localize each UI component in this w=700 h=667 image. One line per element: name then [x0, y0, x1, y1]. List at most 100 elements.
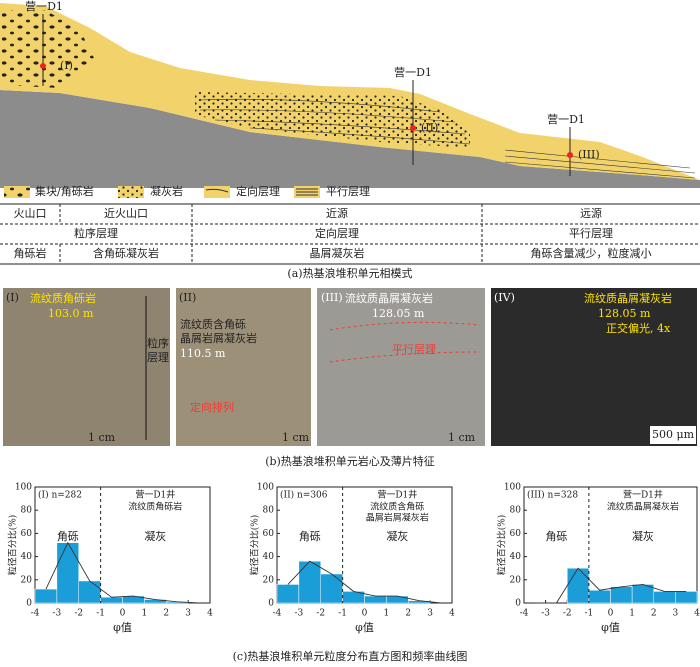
x-tick-label: -1: [584, 609, 593, 619]
frequency-curve: [287, 560, 442, 604]
y-tick-label: 20: [510, 575, 522, 585]
lithology: 流纹质晶屑凝灰岩: [607, 501, 679, 513]
x-tick-label: 4: [207, 609, 213, 619]
legend-label: 定向层理: [236, 184, 280, 198]
x-tick-label: 1: [629, 609, 635, 619]
x-tick-label: -2: [74, 609, 83, 619]
x-tick-label: -2: [316, 609, 325, 619]
y-tick-label: 0: [268, 599, 274, 609]
y-tick-label: 60: [263, 529, 275, 539]
lithology: 流纹质角砾岩: [128, 501, 182, 513]
cell: 定向层理: [315, 226, 359, 240]
bar: [298, 560, 321, 604]
legend-label: 集块/角砾岩: [35, 184, 94, 198]
bar: [276, 584, 300, 604]
x-tick-label: 4: [449, 609, 455, 619]
y-axis-label: 粒径百分比(%): [7, 515, 19, 576]
photo-text: 流纹质晶屑凝灰岩: [345, 291, 433, 305]
x-tick-label: -4: [273, 609, 282, 619]
frequency-curve: [45, 541, 200, 604]
x-tick-label: 0: [362, 609, 368, 619]
well-name: 营一D1: [547, 112, 585, 126]
photo-note: 定向排列: [190, 400, 234, 414]
y-tick-label: 0: [515, 599, 521, 609]
y-tick-label: 100: [257, 483, 274, 493]
bar: [364, 595, 387, 604]
photo-text: 110.5 m: [180, 347, 226, 360]
sample-label: (I) n=282: [38, 490, 82, 501]
photo-id: (II): [179, 291, 196, 304]
terrain: [0, 3, 700, 188]
cell: 近火山口: [104, 207, 148, 220]
photo-note: 平行层理: [392, 343, 436, 356]
photo-text: 103.0 m: [48, 307, 94, 320]
cell: 平行层理: [569, 227, 613, 240]
bar: [653, 591, 676, 604]
x-tick-label: -2: [563, 609, 572, 619]
x-tick-label: -4: [31, 609, 40, 619]
x-tick-label: -3: [294, 609, 303, 619]
x-axis-label: φ值: [355, 621, 374, 634]
sample-label: (III) n=328: [527, 490, 578, 501]
cell: 近源: [326, 206, 348, 220]
bar: [56, 542, 79, 604]
cell: 晶屑凝灰岩: [310, 246, 365, 260]
lithology: 流纹质含角砾: [370, 501, 424, 513]
x-tick-label: 2: [651, 609, 657, 619]
scale: 500 μm: [652, 428, 695, 441]
well-label: 营一D1井: [377, 489, 417, 501]
legend: 集块/角砾岩 凝灰岩 定向层理 平行层理: [4, 184, 370, 198]
wells: 营一D1 (I) 营一D1 (II) 营一D1 (III): [25, 0, 600, 176]
scale: 1 cm: [448, 431, 476, 444]
well-name: 营一D1: [394, 65, 432, 79]
cell: 角砾含量减少，粒度减小: [531, 246, 652, 260]
y-tick-label: 20: [263, 575, 275, 585]
bar: [100, 596, 123, 604]
bar: [567, 567, 590, 604]
x-tick-label: -4: [520, 609, 529, 619]
annotation: 角砾: [545, 530, 567, 543]
legend-label: 平行层理: [326, 185, 370, 198]
well-label: 营一D1井: [135, 489, 175, 501]
x-axis-label: φ值: [113, 621, 132, 634]
y-tick-label: 0: [26, 599, 32, 609]
lithology: 晶屑岩屑凝灰岩: [366, 512, 429, 524]
x-tick-label: 3: [185, 609, 191, 619]
x-tick-label: 0: [120, 609, 126, 619]
y-tick-label: 20: [21, 575, 33, 585]
y-axis-label: 粒径百分比(%): [496, 515, 508, 576]
well-name: 营一D1: [25, 0, 63, 13]
bar: [320, 573, 343, 604]
y-tick-label: 100: [15, 483, 32, 493]
y-axis-label: 粒径百分比(%): [249, 515, 261, 576]
caption: (a)热基浪堆积单元相模式: [287, 266, 412, 280]
x-axis-label: φ值: [601, 621, 620, 634]
sample-label: (II) n=306: [280, 490, 328, 501]
y-tick-label: 40: [510, 552, 522, 562]
y-tick-label: 60: [510, 529, 522, 539]
bar: [610, 586, 633, 604]
facies-table: 火山口 近火山口 近源 远源 粒序层理 定向层理 平行层理 角砾岩 含角砾凝灰岩…: [0, 203, 700, 265]
x-tick-label: -3: [541, 609, 550, 619]
photo-text: 128.05 m: [372, 307, 425, 320]
photo-note: 粒序: [147, 336, 169, 350]
scale: 1 cm: [88, 431, 116, 444]
annotation: 角砾: [57, 530, 79, 543]
photo-text: 晶屑岩屑凝灰岩: [180, 331, 257, 345]
cell: 粒序层理: [74, 226, 118, 240]
x-tick-label: -1: [338, 609, 347, 619]
y-tick-label: 40: [21, 552, 33, 562]
annotation: 凝灰: [386, 529, 408, 543]
x-tick-label: -1: [96, 609, 105, 619]
caption: (b)热基浪堆积单元岩心及薄片特征: [265, 454, 435, 468]
scale: 1 cm: [282, 431, 310, 444]
photos: (I) 流纹质角砾岩 103.0 m 粒序 层理 1 cm (II) 流纹质含角…: [3, 288, 697, 446]
bar: [78, 580, 101, 604]
photo-id: (I): [6, 291, 19, 304]
bar: [386, 595, 409, 604]
x-tick-label: 1: [142, 609, 148, 619]
photo-text: 流纹质晶屑凝灰岩: [584, 291, 672, 305]
well-id: (II): [421, 121, 438, 134]
x-tick-label: 0: [608, 609, 614, 619]
